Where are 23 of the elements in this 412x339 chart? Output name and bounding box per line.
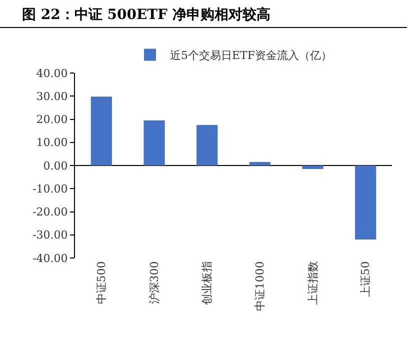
x-tick-label: 中证1000 bbox=[253, 261, 266, 312]
x-tick-label: 上证指数 bbox=[306, 261, 320, 306]
bar bbox=[355, 166, 376, 240]
y-tick-label: 40.00 bbox=[36, 66, 68, 80]
x-tick-label: 上证50 bbox=[359, 261, 372, 298]
y-tick-label: -10.00 bbox=[32, 182, 68, 196]
x-tick-label: 沪深300 bbox=[148, 261, 161, 304]
legend-label: 近5个交易日ETF资金流入（亿） bbox=[170, 49, 332, 62]
x-tick-label: 中证500 bbox=[94, 261, 108, 304]
y-tick-label: 0.00 bbox=[43, 159, 68, 172]
x-tick-label: 创业板指 bbox=[200, 261, 214, 306]
bar bbox=[90, 96, 112, 166]
y-tick-label: -40.00 bbox=[32, 252, 68, 265]
bar bbox=[249, 162, 270, 166]
y-tick-label: 10.00 bbox=[36, 136, 68, 150]
y-tick-label: 20.00 bbox=[36, 113, 68, 126]
bar bbox=[144, 120, 165, 166]
bar bbox=[302, 166, 324, 169]
bar bbox=[196, 125, 218, 166]
chart-title: 图 22：中证 500ETF 净申购相对较高 bbox=[0, 0, 407, 28]
y-tick-label: -30.00 bbox=[32, 228, 68, 242]
y-tick-label: 30.00 bbox=[36, 90, 68, 103]
y-tick-label: -20.00 bbox=[32, 206, 68, 219]
